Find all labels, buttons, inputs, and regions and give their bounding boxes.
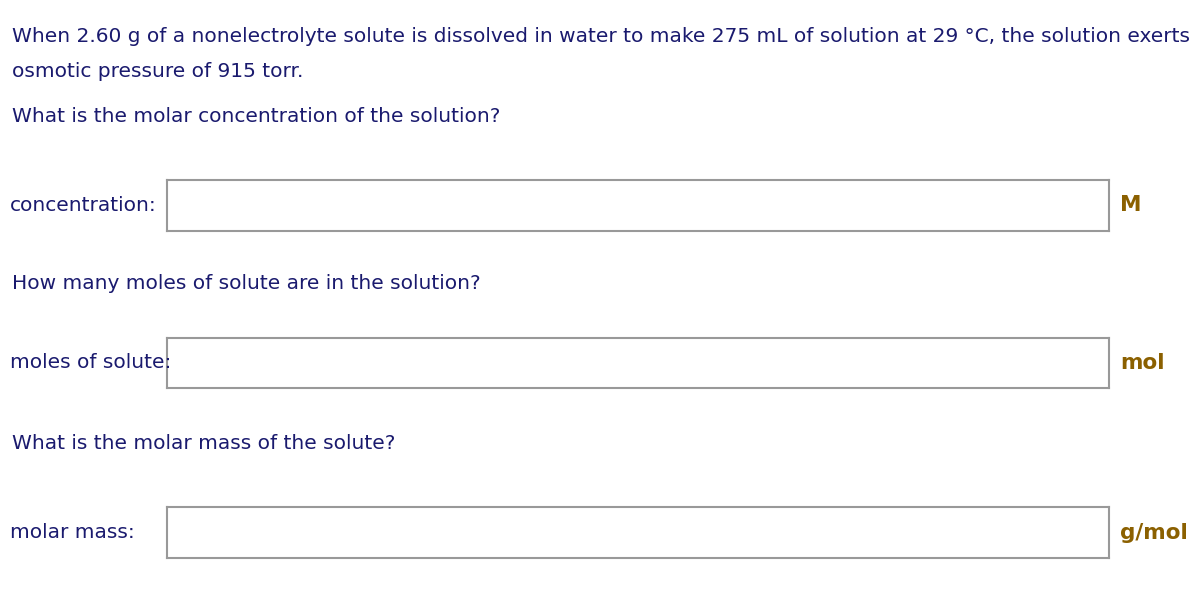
- Text: How many moles of solute are in the solution?: How many moles of solute are in the solu…: [12, 274, 480, 293]
- Text: g/mol: g/mol: [1120, 522, 1188, 543]
- Text: What is the molar concentration of the solution?: What is the molar concentration of the s…: [12, 107, 501, 126]
- Text: M: M: [1120, 195, 1142, 215]
- Text: molar mass:: molar mass:: [10, 523, 135, 542]
- Text: What is the molar mass of the solute?: What is the molar mass of the solute?: [12, 434, 396, 453]
- Text: osmotic pressure of 915 torr.: osmotic pressure of 915 torr.: [12, 62, 303, 82]
- Text: moles of solute:: moles of solute:: [10, 353, 170, 372]
- Text: mol: mol: [1120, 353, 1165, 373]
- Text: When 2.60 g of a nonelectrolyte solute is dissolved in water to make 275 mL of s: When 2.60 g of a nonelectrolyte solute i…: [12, 27, 1192, 46]
- Text: concentration:: concentration:: [10, 196, 156, 215]
